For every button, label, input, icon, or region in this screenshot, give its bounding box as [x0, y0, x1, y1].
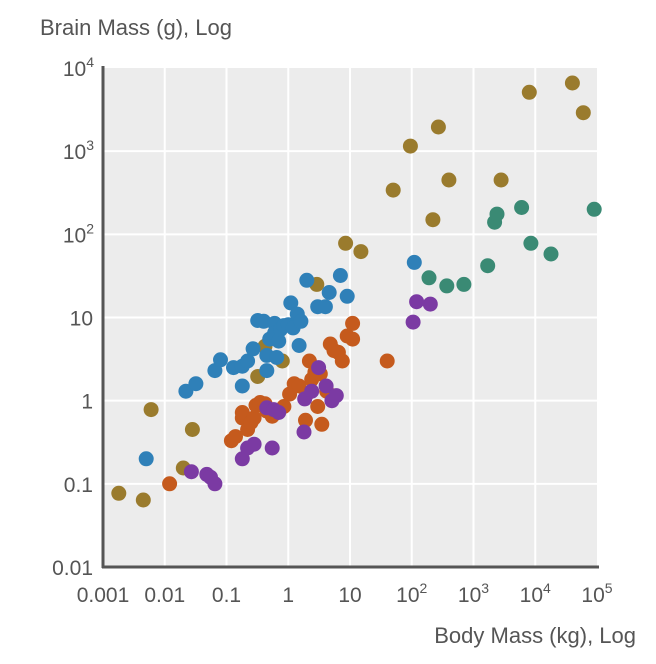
data-point: [314, 416, 330, 432]
data-point: [162, 476, 178, 492]
data-point: [439, 278, 455, 294]
data-point: [213, 352, 228, 368]
y-tick-label: 102: [63, 220, 94, 247]
data-point: [514, 200, 530, 215]
data-point: [271, 405, 287, 420]
x-tick-label: 104: [520, 580, 551, 607]
x-tick-label: 103: [458, 580, 489, 607]
data-point: [345, 331, 361, 347]
data-point: [310, 399, 326, 414]
data-point: [246, 436, 262, 452]
data-point: [296, 424, 312, 440]
data-point: [293, 313, 309, 329]
data-point: [523, 235, 539, 251]
data-point: [311, 360, 327, 376]
data-point: [143, 402, 159, 418]
x-tick-label: 1: [282, 584, 294, 607]
data-point: [328, 388, 344, 404]
data-point: [183, 464, 199, 480]
data-point: [332, 268, 348, 283]
data-point: [234, 405, 250, 420]
data-point: [271, 333, 287, 349]
data-point: [379, 353, 395, 369]
data-point: [334, 353, 350, 369]
y-tick-label: 104: [63, 54, 94, 81]
data-point: [207, 476, 223, 492]
data-point: [493, 172, 509, 188]
data-point: [240, 353, 256, 369]
data-point: [234, 378, 250, 394]
y-tick-label: 1: [81, 391, 93, 414]
data-point: [409, 294, 425, 310]
x-tick-label: 10: [338, 584, 361, 607]
x-tick-label: 0.01: [144, 584, 185, 607]
data-point: [405, 314, 421, 330]
data-point: [184, 422, 200, 437]
data-point: [264, 440, 280, 456]
data-point: [299, 272, 315, 288]
data-point: [135, 492, 151, 508]
x-tick-label: 0.1: [212, 584, 241, 607]
data-point: [521, 84, 537, 100]
data-point: [489, 206, 505, 222]
data-point: [353, 244, 369, 260]
data-point: [543, 246, 559, 262]
data-point: [586, 201, 602, 217]
data-point: [456, 276, 472, 292]
data-point: [441, 172, 457, 188]
data-point: [188, 376, 204, 392]
data-point: [338, 235, 354, 251]
y-tick-labels: 0.01 0.1 1 10 102 103 104: [52, 54, 94, 580]
data-point: [291, 338, 307, 353]
data-point: [345, 315, 361, 331]
x-tick-label: 105: [581, 580, 612, 607]
data-points: [111, 75, 602, 508]
x-tick-label: 102: [396, 580, 427, 607]
y-tick-label: 0.01: [52, 557, 93, 580]
data-point: [298, 412, 313, 428]
y-tick-label: 0.1: [64, 474, 93, 497]
y-axis-title: Brain Mass (g), Log: [40, 15, 232, 40]
axes: [101, 66, 599, 569]
y-tick-label: 103: [63, 137, 94, 164]
data-point: [317, 299, 333, 315]
data-point: [304, 383, 320, 399]
data-point: [430, 119, 446, 135]
data-point: [246, 410, 262, 426]
data-point: [339, 288, 355, 304]
data-point: [480, 258, 496, 274]
data-point: [385, 182, 401, 198]
data-point: [425, 212, 441, 228]
data-point: [421, 270, 437, 286]
data-point: [228, 429, 243, 445]
data-point: [406, 254, 422, 270]
data-point: [575, 105, 591, 121]
data-point: [245, 341, 261, 357]
x-tick-labels: 0.001 0.01 0.1 1 10 102 103 104 105: [77, 580, 613, 607]
data-point: [564, 75, 580, 91]
x-axis-title: Body Mass (kg), Log: [434, 623, 636, 648]
data-point: [269, 350, 285, 365]
y-tick-label: 10: [70, 308, 93, 331]
data-point: [259, 363, 275, 379]
data-point: [111, 485, 127, 501]
data-point: [283, 295, 299, 311]
data-point: [318, 378, 334, 394]
x-tick-label: 0.001: [77, 584, 130, 607]
data-point: [422, 296, 438, 312]
data-point: [402, 138, 418, 154]
data-point: [138, 451, 154, 467]
data-point: [321, 285, 337, 300]
